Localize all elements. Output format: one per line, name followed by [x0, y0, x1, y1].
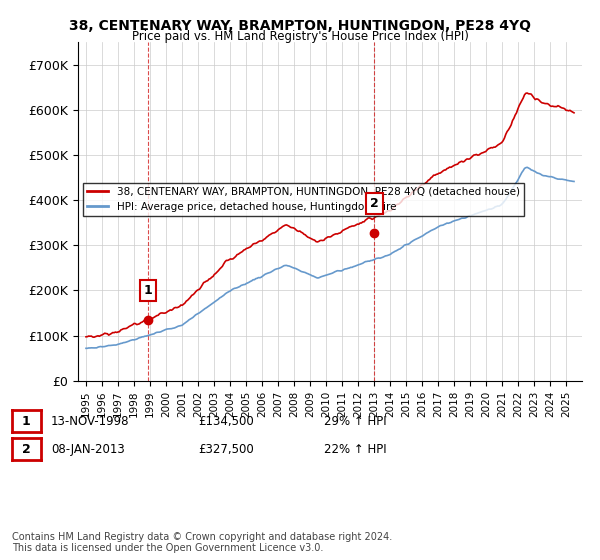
Text: Price paid vs. HM Land Registry's House Price Index (HPI): Price paid vs. HM Land Registry's House …: [131, 30, 469, 43]
Text: 2: 2: [22, 442, 31, 456]
Text: 38, CENTENARY WAY, BRAMPTON, HUNTINGDON, PE28 4YQ: 38, CENTENARY WAY, BRAMPTON, HUNTINGDON,…: [69, 19, 531, 33]
Text: 1: 1: [22, 414, 31, 428]
Text: 08-JAN-2013: 08-JAN-2013: [51, 442, 125, 456]
Legend: 38, CENTENARY WAY, BRAMPTON, HUNTINGDON, PE28 4YQ (detached house), HPI: Average: 38, CENTENARY WAY, BRAMPTON, HUNTINGDON,…: [83, 183, 524, 216]
Text: 13-NOV-1998: 13-NOV-1998: [51, 414, 130, 428]
Text: Contains HM Land Registry data © Crown copyright and database right 2024.
This d: Contains HM Land Registry data © Crown c…: [12, 531, 392, 553]
Text: £134,500: £134,500: [198, 414, 254, 428]
Text: 2: 2: [370, 197, 379, 210]
Text: 29% ↑ HPI: 29% ↑ HPI: [324, 414, 386, 428]
Text: 1: 1: [143, 284, 152, 297]
Text: 22% ↑ HPI: 22% ↑ HPI: [324, 442, 386, 456]
Text: £327,500: £327,500: [198, 442, 254, 456]
